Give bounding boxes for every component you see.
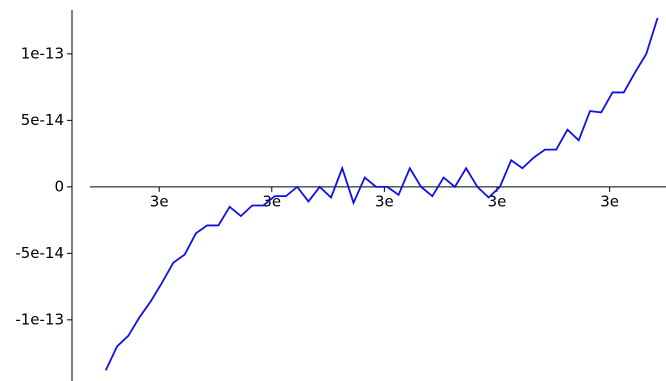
x-tick-label: 3e [150,192,169,210]
x-tick-label: 3e [488,192,507,210]
y-tick-label: -5e-14 [15,244,64,262]
data-line [104,17,659,371]
x-tick-label: 3e [375,192,394,210]
x-tick-label: 3e [262,192,281,210]
y-tick-label: 5e-14 [21,111,64,129]
y-tick-label: 0 [54,177,64,195]
x-tick-label: 3e [600,192,619,210]
y-tick-label: 1e-13 [21,44,64,62]
y-tick-label: -1e-13 [15,310,64,328]
